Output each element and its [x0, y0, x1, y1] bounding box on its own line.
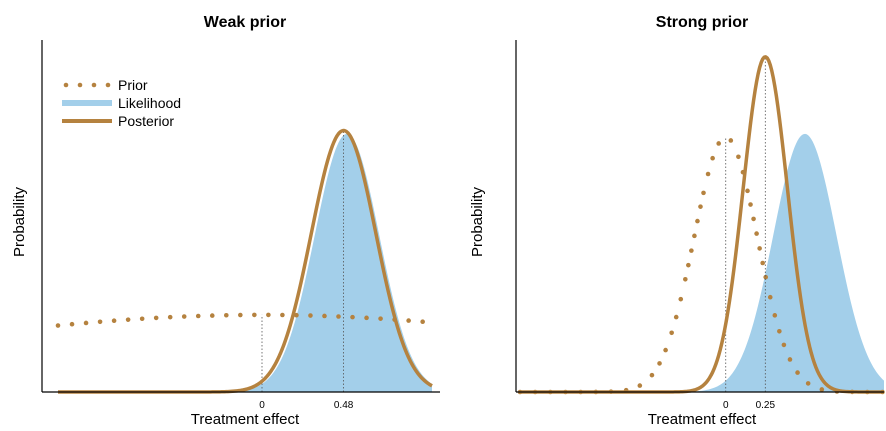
prior-dot [669, 330, 674, 336]
prior-dot [111, 318, 117, 323]
prior-curve [55, 312, 425, 328]
chart-title: Weak prior [204, 14, 286, 31]
prior-dot [308, 313, 313, 318]
prior-dot [763, 274, 768, 280]
prior-dot [760, 260, 765, 266]
prior-dot [819, 387, 825, 392]
prior-dot [657, 361, 662, 366]
prior-dot [637, 383, 643, 388]
prior-dot [692, 233, 697, 239]
y-axis-label: Probability [11, 186, 28, 257]
x-tick-label: 0 [259, 400, 265, 411]
legend-prior-dot [105, 82, 111, 88]
prior-dot [139, 316, 145, 322]
prior-dot [787, 357, 793, 362]
prior-dot [716, 141, 721, 146]
legend-prior-label: Prior [118, 77, 148, 93]
legend-prior-dot [91, 82, 97, 88]
legend-prior-dot [77, 82, 83, 88]
likelihood-area [520, 133, 884, 392]
prior-dot [777, 328, 782, 334]
legend-posterior-label: Posterior [118, 113, 174, 129]
x-tick-label: 0 [723, 400, 729, 411]
prior-dot [167, 314, 173, 320]
prior-dot [689, 248, 694, 253]
prior-dot [252, 312, 257, 318]
legend-prior-dot [63, 82, 69, 88]
prior-dot [322, 313, 327, 319]
prior-dot [695, 218, 700, 224]
prior-dot [406, 318, 411, 323]
prior-dot [781, 342, 787, 348]
x-tick-label: 0.48 [334, 400, 354, 411]
panel-weak-prior: Weak prior Probability Treatment effect … [11, 14, 440, 428]
prior-dot [266, 312, 271, 318]
prior-dot [238, 312, 243, 318]
prior-dot [55, 323, 61, 328]
y-axis-label: Probability [469, 186, 486, 257]
prior-dot [420, 319, 425, 324]
x-axis-label: Treatment effect [191, 411, 300, 428]
prior-dot [728, 138, 734, 143]
prior-dot [772, 313, 778, 318]
prior-dot [678, 296, 684, 302]
prior-dot [805, 381, 811, 386]
prior-dot [378, 316, 383, 321]
legend: Prior Likelihood Posterior [62, 77, 181, 129]
prior-dot [153, 315, 159, 321]
prior-dot [280, 312, 285, 318]
prior-dot [181, 314, 187, 319]
likelihood-area [58, 133, 432, 392]
prior-dot [767, 294, 773, 300]
prior-dot [748, 202, 753, 207]
prior-dot [751, 216, 756, 222]
prior-dot [364, 315, 369, 321]
prior-dot [686, 262, 691, 268]
prior-dot [209, 313, 215, 318]
prior-dot [69, 321, 75, 327]
prior-dot [350, 314, 355, 320]
prior-dot [754, 231, 759, 236]
prior-dot [294, 312, 299, 318]
x-axis-label: Treatment effect [648, 411, 757, 428]
prior-dot [701, 190, 706, 196]
prior-dot [83, 320, 89, 326]
prior-dot [795, 370, 800, 375]
chart-title: Strong prior [656, 14, 748, 31]
prior-dot [97, 319, 103, 325]
prior-dot [224, 312, 229, 318]
prior-dot [745, 188, 750, 194]
prior-dot [195, 313, 201, 319]
prior-dot [649, 372, 655, 378]
prior-dot [663, 347, 668, 353]
prior-dot [705, 171, 711, 177]
prior-dot [736, 154, 741, 160]
prior-dot [673, 314, 679, 320]
prior-dot [698, 204, 703, 209]
legend-likelihood-label: Likelihood [118, 95, 181, 111]
legend-prior-swatch [63, 82, 111, 88]
prior-dot [710, 155, 715, 161]
prior-dot [757, 246, 762, 251]
x-tick-label: 0.25 [756, 400, 776, 411]
prior-dot [683, 276, 688, 282]
prior-dot [336, 314, 341, 319]
panel-strong-prior: Strong prior Probability Treatment effec… [469, 14, 885, 428]
prior-dot [125, 317, 131, 322]
